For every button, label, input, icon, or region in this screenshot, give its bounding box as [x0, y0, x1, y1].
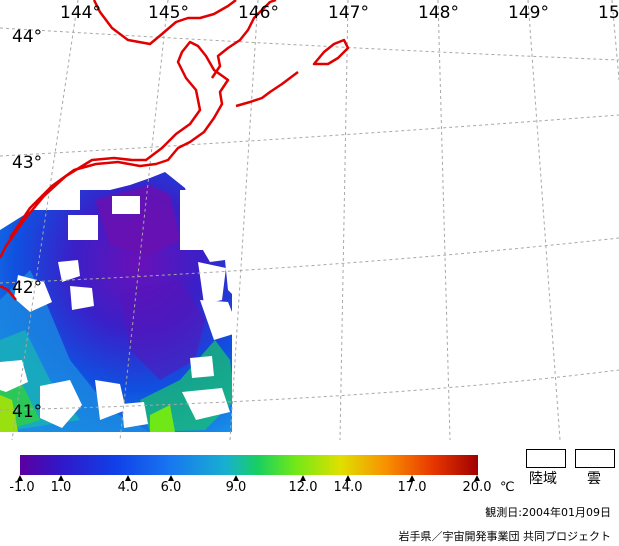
credit-text: 岩手県／宇宙開発事業団 共同プロジェクト — [398, 530, 612, 543]
colorbar-tick-label: 12.0 — [288, 480, 318, 495]
observation-date: 観測日:2004年01月09日 — [485, 506, 611, 519]
colorbar-tick-label: 17.0 — [397, 480, 427, 495]
land-legend-swatch — [526, 449, 566, 468]
colorbar-tick-label: 1.0 — [50, 480, 72, 495]
colorbar-tick-label: 14.0 — [333, 480, 363, 495]
colorbar-tick-label: 6.0 — [160, 480, 182, 495]
colorbar-tick-label: 4.0 — [117, 480, 139, 495]
lat-label-42: 42° — [12, 278, 43, 298]
lon-label-150: 15 — [598, 3, 619, 23]
lat-label-41: 41° — [12, 402, 43, 422]
coastline — [0, 0, 350, 301]
colorbar-ticks — [17, 475, 480, 481]
lat-label-43: 43° — [12, 153, 43, 173]
lon-label-147: 147° — [328, 3, 369, 23]
cloud-legend-swatch — [575, 449, 615, 468]
colorbar-tick-label: 9.0 — [225, 480, 247, 495]
cloud-mask — [0, 170, 260, 440]
colorbar — [20, 455, 478, 475]
lon-label-149: 149° — [508, 3, 549, 23]
lon-label-144: 144° — [60, 3, 101, 23]
graticule — [0, 0, 619, 441]
colorbar-tick-label: -1.0 — [9, 480, 35, 495]
colorbar-unit: ℃ — [500, 480, 515, 495]
colorbar-tick-label: 20.0 — [462, 480, 492, 495]
lon-label-148: 148° — [418, 3, 459, 23]
lon-label-146: 146° — [238, 3, 279, 23]
lon-label-145: 145° — [148, 3, 189, 23]
land-legend-label: 陸域 — [529, 471, 557, 487]
lat-label-44: 44° — [12, 27, 43, 47]
cloud-legend-label: 雲 — [587, 471, 601, 487]
